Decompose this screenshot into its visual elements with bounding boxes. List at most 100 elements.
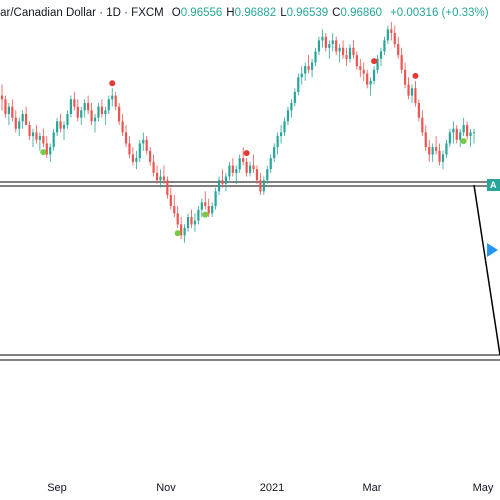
candle-body [431,147,434,155]
pivot-low-marker [460,138,467,145]
candle-body [435,147,438,151]
x-axis-label: 2021 [259,482,285,494]
candle-body [317,40,321,52]
candle-body [166,180,169,195]
candle-body [83,102,86,111]
symbol-name: llar/Canadian Dollar [0,7,96,19]
candle-body [90,110,93,122]
candle-body [114,95,117,107]
candle-body [372,69,376,81]
candle-body [93,117,97,122]
last-price-tag: A [487,179,500,191]
candle-body [66,114,69,126]
candles [0,22,476,243]
candle-body [386,29,389,41]
pivot-high-marker [412,72,419,79]
open-label: O [171,7,181,19]
candle-body [97,106,100,118]
candle-body [124,132,128,144]
candle-body [255,169,259,181]
candle-body [448,132,451,144]
pivot-low-marker [40,149,47,156]
candle-body [31,132,35,137]
candle-body [455,128,458,140]
candle-body [235,169,238,173]
candle-body [149,150,152,162]
candle-body [376,58,379,70]
candle-body [128,143,131,155]
candle-body [366,73,369,85]
candle-body [111,95,114,100]
x-axis-label: Sep [47,482,67,494]
pivot-high-marker [109,80,116,87]
candle-body [173,206,176,214]
candle-body [211,206,214,214]
candle-body [21,114,24,122]
candle-body [331,40,334,45]
close-value: 0.96860 [340,7,383,19]
pivot-high-marker [243,150,250,157]
horizontal-lines [0,181,500,361]
candle-body [100,106,104,114]
candle-body [14,117,17,129]
candle-body [87,102,90,111]
candle-body [200,202,203,210]
candle-body [180,224,183,236]
candle-body [355,55,358,67]
candle-body [348,47,352,59]
candle-body [142,139,145,144]
candle-body [297,77,300,92]
candle-body [131,154,135,162]
candle-body [269,158,272,170]
candle-body [118,106,121,122]
candle-body [190,217,193,225]
candle-body [52,132,55,148]
candle-body [279,132,283,137]
candle-body [25,114,28,126]
open-value: 0.96556 [180,7,223,19]
candle-body [459,132,462,140]
candle-body [193,220,197,225]
symbol-title[interactable]: llar/Canadian Dollar · 1D · FXCM [0,7,164,19]
candle-body [452,128,455,133]
candle-body [304,66,307,74]
candle-body [155,172,159,181]
candle-body [76,106,79,118]
pivot-high-marker [371,58,378,65]
candle-body [221,180,224,184]
candle-body [259,180,262,192]
candle-body [421,117,424,133]
candle-body [310,62,314,70]
candle-body [7,106,10,114]
candle-body [290,102,293,111]
projection-trend-line[interactable] [473,184,500,356]
interval: 1D [106,7,121,19]
candle-body [80,110,83,118]
candle-body [417,102,420,118]
low-label: L [280,7,287,19]
candle-body [238,158,241,170]
candle-body [186,217,190,229]
candle-body [224,176,228,184]
candle-body [104,110,107,114]
candle-body [390,29,393,34]
candle-body [383,40,386,52]
play-icon[interactable] [484,241,500,259]
candle-body [135,158,138,162]
candle-body [28,125,31,137]
candle-body [59,121,62,129]
candle-body [169,194,172,206]
candle-body [183,228,186,236]
candle-body [428,147,431,155]
candle-body [466,125,469,137]
candle-body [228,165,231,177]
candle-body [62,125,66,129]
candle-body [379,51,383,59]
candle-body [252,165,255,170]
candle-body [283,121,286,133]
x-axis-label: May [472,482,494,494]
candle-body [341,47,345,56]
close-label: C [332,7,341,19]
candle-body [107,99,110,111]
